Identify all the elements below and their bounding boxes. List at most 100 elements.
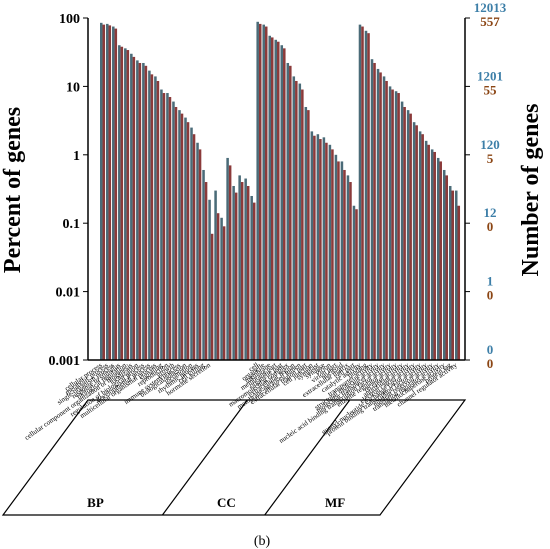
bar-percent [310,131,314,360]
bar-number [108,25,112,360]
right-tick-label-top: 1 [487,274,494,289]
bar-number [138,62,142,361]
bar-number [457,205,461,360]
bar-percent [454,190,458,360]
bar-number [234,192,238,360]
bar-number [198,149,202,360]
bar-percent [118,45,121,361]
group-label: MF [325,495,345,510]
bar-number [373,62,376,361]
bar-number [132,56,136,361]
group-label: BP [87,495,104,510]
bar-percent [448,185,452,360]
bar-number [258,23,262,360]
bar-number [307,110,310,360]
group-frame [1,399,467,516]
bar-number [349,182,352,360]
bar-percent [106,23,109,360]
bar-number [222,226,226,360]
bar-percent [190,127,193,360]
bar-percent [376,68,380,360]
bar-percent [334,154,338,360]
bar-number [168,96,172,360]
bar-percent [328,144,332,360]
bar-number [415,125,418,361]
bar-number [120,46,124,361]
bar-percent [388,86,392,361]
right-tick-label-bottom: 55 [484,82,498,97]
bar-number [367,33,370,361]
bar-number [150,74,154,361]
bar-number [379,72,382,360]
bar-number [114,28,118,360]
bar-percent [178,110,181,360]
right-tick-label-top: 120 [480,137,500,152]
right-axis-title: Number of genes [518,104,544,277]
bar-percent [154,76,157,360]
bar-number [289,65,292,361]
bar-percent [100,22,103,360]
bar-number [102,24,106,361]
bar-percent [424,140,428,360]
right-tick-label-top: 1201 [477,68,503,83]
bar-percent [442,169,446,360]
bar-number [409,113,412,360]
bar-number [156,80,160,360]
right-tick-label-bottom: 5 [487,151,494,166]
bar-number [144,65,148,361]
bar-number [421,134,424,360]
bar-percent [208,199,211,360]
bar-percent [262,24,265,361]
bar-percent [430,149,434,360]
right-tick-label-bottom: 0 [487,288,494,303]
bar-percent [298,83,302,361]
bar-percent [352,205,356,360]
bar-number [301,89,304,360]
bar-percent [322,137,326,360]
bar-percent [292,76,296,360]
left-tick-label: 1 [73,149,80,164]
bar-percent [202,169,205,360]
bar-number [270,37,274,360]
bar-percent [232,185,235,360]
bar-number [264,26,268,361]
group-divider [264,399,351,516]
bar-number [313,135,316,360]
bar-number [439,161,442,360]
bar-number [192,134,196,360]
bar-number [361,26,364,361]
bars-layer [100,21,461,361]
bar-number [355,209,358,360]
bar-percent [226,157,229,360]
bar-percent [412,122,416,360]
bar-percent [256,21,259,360]
bar-number [391,89,394,360]
bar-percent [340,161,344,360]
bar-percent [172,101,175,360]
bar-number [433,151,436,360]
right-tick-label-bottom: 0 [487,219,494,234]
left-tick-label: 0.01 [56,286,81,301]
right-tick-label-bottom: 557 [480,14,500,29]
bar-percent [280,45,284,361]
bar-percent [148,70,151,360]
bar-percent [220,217,223,360]
bar-percent [316,134,320,360]
bar-number [337,161,340,360]
bar-number [343,169,346,360]
bar-percent [268,35,271,361]
bar-number [162,93,166,360]
bar-percent [196,142,199,360]
bar-percent [160,89,163,360]
bar-number [126,50,130,360]
bar-percent [304,106,308,360]
bar-percent [418,131,422,360]
bar-number [397,93,400,360]
right-tick-label-bottom: 0 [487,356,494,371]
bar-number [385,80,388,360]
bar-number [451,190,455,360]
bar-percent [346,175,350,360]
bar-number [186,122,190,360]
bar-percent [214,190,217,360]
